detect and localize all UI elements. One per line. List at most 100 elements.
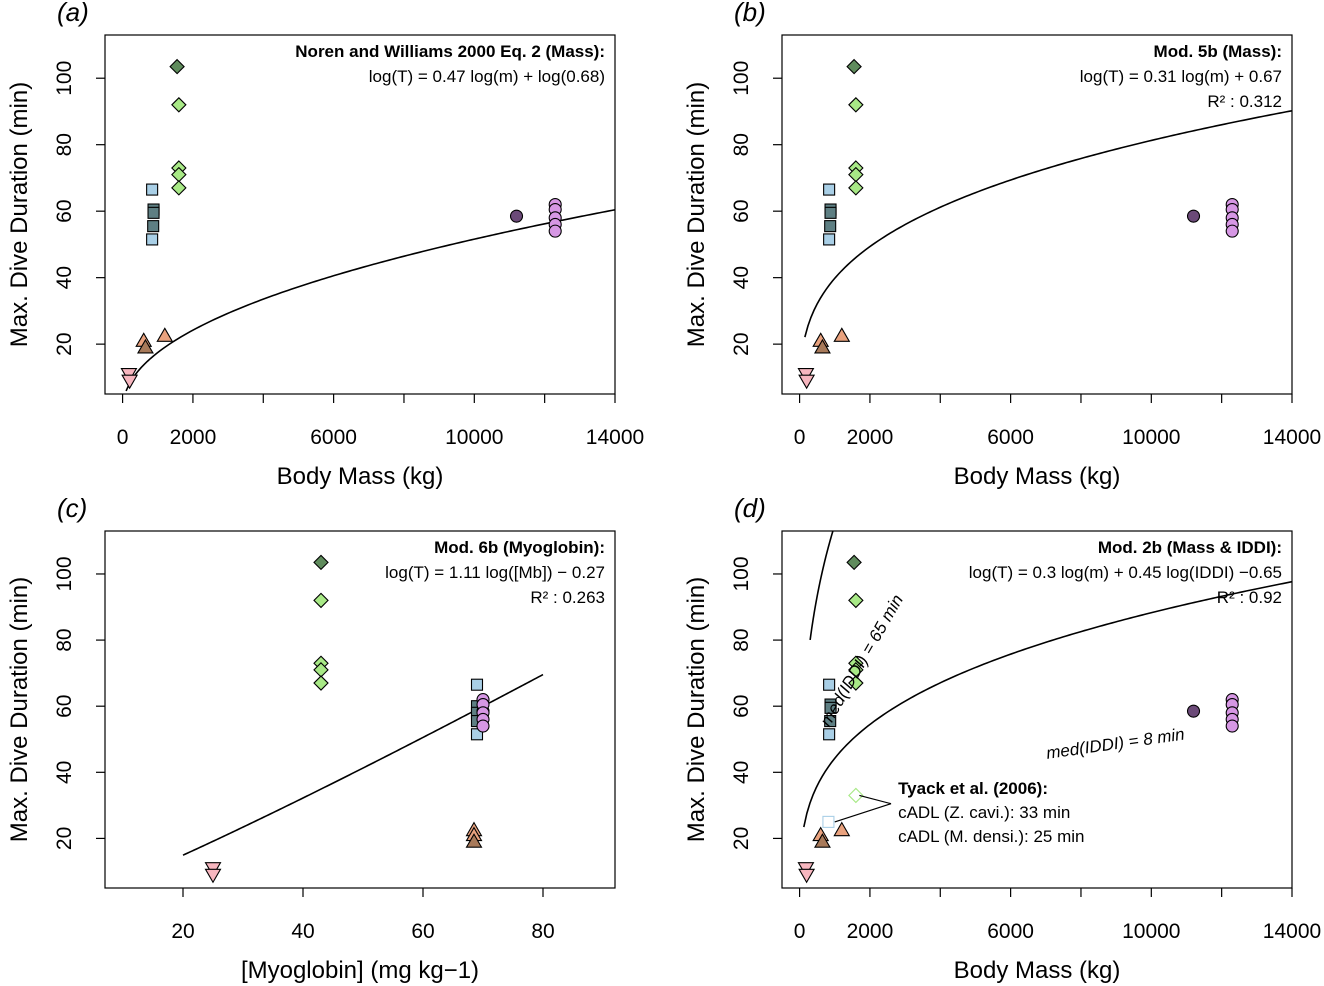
annotation-title: Mod. 2b (Mass & IDDI): <box>1098 538 1282 557</box>
data-point-square <box>146 233 159 246</box>
x-tick-label: 14000 <box>1263 920 1321 943</box>
data-point-triangle-down <box>798 868 816 884</box>
curve-label: med(IDDI) = 8 min <box>1045 725 1186 763</box>
x-axis-label: Body Mass (kg) <box>954 957 1121 984</box>
y-tick-label: 80 <box>53 628 76 651</box>
data-point-square <box>824 701 837 714</box>
annotation-line: R² : 0.312 <box>1207 92 1282 111</box>
data-point-square <box>824 715 837 728</box>
x-tick-label: 10000 <box>1122 426 1180 449</box>
callout-line: cADL (M. densi.): 25 min <box>898 827 1084 846</box>
data-point-diamond <box>846 58 862 75</box>
x-tick-label: 10000 <box>445 426 503 449</box>
data-point-diamond <box>169 58 185 75</box>
y-tick-label: 40 <box>53 266 76 289</box>
data-point-square <box>823 233 836 246</box>
y-axis-label: Max. Dive Duration (min) <box>683 577 710 842</box>
y-tick-label: 40 <box>730 266 753 289</box>
x-tick-label: 6000 <box>310 426 357 449</box>
fit-curve <box>804 109 1292 338</box>
data-point-triangle-down <box>121 374 139 390</box>
data-point-circle <box>1225 224 1239 238</box>
annotation-line: log(T) = 1.11 log([Mb]) − 0.27 <box>385 563 605 582</box>
x-tick-label: 2000 <box>847 920 894 943</box>
y-tick-label: 60 <box>53 695 76 718</box>
data-point-diamond <box>846 554 862 571</box>
annotation-line: log(T) = 0.47 log(m) + log(0.68) <box>369 67 605 86</box>
y-tick-label: 60 <box>730 199 753 222</box>
x-tick-label: 0 <box>794 426 806 449</box>
data-point-square <box>823 183 836 196</box>
fit-curve <box>803 580 1292 828</box>
data-point-diamond <box>848 592 864 609</box>
y-tick-label: 80 <box>730 628 753 651</box>
panel-label: (a) <box>57 0 89 27</box>
y-tick-label: 40 <box>730 761 753 784</box>
data-point-triangle-up <box>833 327 851 342</box>
data-point-circle <box>476 719 490 733</box>
data-point-square <box>823 728 836 741</box>
x-tick-label: 0 <box>794 920 806 943</box>
x-tick-label: 60 <box>411 920 434 943</box>
y-tick-label: 20 <box>53 332 76 355</box>
data-point-diamond <box>848 675 864 691</box>
data-point-diamond <box>848 97 864 113</box>
data-point-circle <box>548 224 562 238</box>
x-tick-label: 20 <box>171 920 194 943</box>
panel-label: (d) <box>734 493 766 523</box>
data-point-square <box>147 206 160 219</box>
y-tick-label: 20 <box>53 827 76 850</box>
data-point-triangle-up <box>136 338 154 354</box>
chart-panel-c: (c) 20 40 60 80 20 40 60 80 100 [Myoglobin] (mg kg… <box>6 493 616 984</box>
data-point-square <box>822 815 835 828</box>
x-tick-label: 6000 <box>987 920 1034 943</box>
fit-curve <box>125 208 615 392</box>
y-tick-label: 20 <box>730 332 753 355</box>
data-point-diamond <box>171 97 187 113</box>
annotation-line: log(T) = 0.31 log(m) + 0.67 <box>1080 67 1282 86</box>
data-point-diamond <box>313 675 329 691</box>
data-point-square <box>470 728 484 741</box>
annotation-title: Mod. 5b (Mass): <box>1154 42 1282 61</box>
chart-panel-b: (b) 0 2000 6000 10000 14000 20 40 60 80 100 Body Ma… <box>683 0 1321 490</box>
y-tick-label: 100 <box>730 61 753 96</box>
y-tick-label: 40 <box>53 761 76 784</box>
data-point-triangle-up <box>813 833 831 848</box>
data-point-square <box>824 206 837 219</box>
y-axis-label: Max. Dive Duration (min) <box>6 577 33 842</box>
plot-frame <box>781 34 1293 395</box>
chart-panel-a: (a) 0 2000 6000 10000 14000 20 40 60 80 100 Body Ma… <box>6 0 644 490</box>
data-point-diamond <box>313 592 329 609</box>
plot-frame <box>781 530 1293 889</box>
callout-line: cADL (Z. cavi.): 33 min <box>898 803 1070 822</box>
data-point-triangle-up <box>813 338 831 354</box>
data-point-diamond <box>848 787 864 804</box>
annotation-line: R² : 0.92 <box>1217 588 1282 607</box>
data-point-square <box>470 678 484 691</box>
data-point-circle <box>509 209 524 223</box>
x-tick-label: 2000 <box>847 426 894 449</box>
y-tick-label: 100 <box>53 61 76 96</box>
x-axis-label: [Myoglobin] (mg kg−1) <box>241 957 479 984</box>
callout-title: Tyack et al. (2006): <box>898 779 1048 798</box>
y-axis-label: Max. Dive Duration (min) <box>6 82 33 347</box>
x-tick-label: 14000 <box>1263 426 1321 449</box>
panel-label: (b) <box>734 0 766 27</box>
x-axis-label: Body Mass (kg) <box>954 463 1121 490</box>
annotation-line: log(T) = 0.3 log(m) + 0.45 log(IDDI) −0.… <box>969 563 1282 582</box>
x-tick-label: 6000 <box>987 426 1034 449</box>
callout-leader <box>859 794 892 805</box>
x-axis-label: Body Mass (kg) <box>277 463 444 490</box>
data-point-square <box>146 183 159 196</box>
y-tick-label: 80 <box>730 133 753 156</box>
x-tick-label: 14000 <box>586 426 644 449</box>
callout-leader <box>834 803 892 823</box>
data-point-square <box>147 220 160 233</box>
x-tick-label: 80 <box>531 920 554 943</box>
y-tick-label: 80 <box>53 133 76 156</box>
plot-frame <box>104 34 616 395</box>
data-point-triangle-down <box>798 374 816 390</box>
annotation-title: Noren and Williams 2000 Eq. 2 (Mass): <box>295 42 605 61</box>
y-tick-label: 100 <box>730 556 753 591</box>
plot-frame <box>104 530 616 889</box>
